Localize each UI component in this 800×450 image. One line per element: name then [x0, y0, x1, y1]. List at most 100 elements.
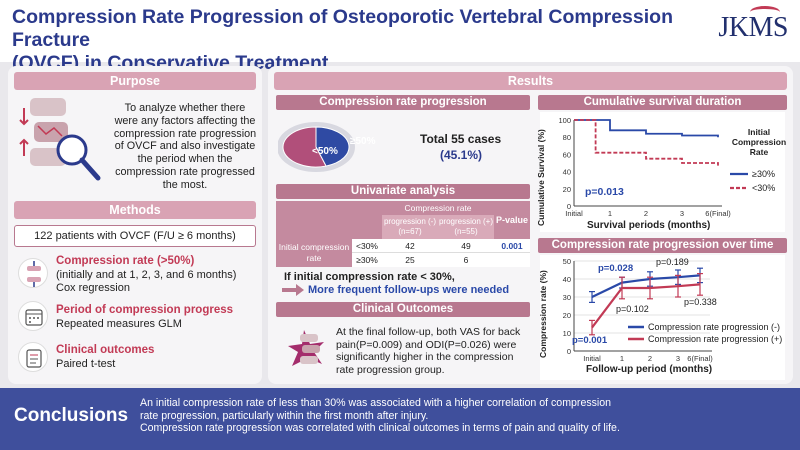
crp-heading: Compression rate progression: [276, 95, 530, 110]
overtime-legend-2: Compression rate progression (+): [648, 334, 783, 344]
journal-logo: JKMS: [718, 12, 788, 43]
table-r1-v1: 42: [382, 239, 438, 253]
overtime-xtick: 6(Final): [687, 354, 713, 363]
overtime-xtick: 2: [648, 354, 652, 363]
overtime-xtick: 3: [676, 354, 680, 363]
overtime-ytick: 20: [563, 311, 571, 320]
table-r2-cond: ≥30%: [356, 255, 378, 265]
method-2-line1: Repeated measures GLM: [56, 318, 182, 330]
method-3-title: Clinical outcomes: [56, 344, 155, 356]
overtime-legend-lines: [628, 325, 644, 341]
method-1-line2: Cox regression: [56, 282, 130, 294]
survival-chart-bg: [540, 112, 785, 232]
compression-rate-icon: [18, 258, 48, 288]
survival-ytick: 40: [563, 168, 571, 177]
survival-series-0: [574, 119, 719, 138]
survival-ytick: 100: [558, 116, 571, 125]
overtime-xtick: Initial: [583, 354, 601, 363]
crp-total: Total 55 cases: [420, 132, 502, 146]
pie-label-right: ≥50%: [350, 136, 376, 147]
overtime-ytick: 0: [567, 347, 571, 356]
overtime-xlabel: Follow-up period (months): [586, 364, 713, 375]
back-pain-icon: [288, 330, 324, 366]
table-r1-cond: <30%: [352, 239, 382, 253]
survival-heading: Cumulative survival duration: [538, 95, 787, 110]
survival-xtick: Initial: [565, 209, 583, 218]
table-r2-v2: 6: [463, 255, 469, 265]
survival-ytick: 0: [567, 202, 571, 211]
univariate-note-1: If initial compression rate < 30%,: [284, 271, 455, 283]
ot-annot-3: p=0.102: [616, 304, 649, 314]
table-col1: progression (-) (n=67): [382, 215, 438, 239]
ot-annot-4: p=0.189: [656, 257, 689, 267]
survival-chart: 0 20 40 60 80 100 Initial 1 2 3 6(Final): [558, 116, 731, 218]
overtime-ytick: 30: [563, 293, 571, 302]
page-title: Compression Rate Progression of Osteopor…: [12, 6, 692, 75]
table-r1-p: 0.001: [494, 239, 530, 253]
conclusion-line-3: Compression rate progression was correla…: [140, 422, 620, 434]
survival-xtick: 1: [608, 209, 612, 218]
logo-arc: [750, 6, 780, 18]
method-1-title: Compression rate (>50%): [56, 255, 195, 267]
table-col2: progression (+) (n=55): [438, 215, 494, 239]
overtime-ylabel: Compression rate (%): [538, 270, 548, 358]
table-corner: [276, 201, 352, 239]
univariate-note-2: More frequent follow-ups were needed: [308, 284, 510, 296]
survival-xtick: 3: [680, 209, 684, 218]
overtime-ytick: 40: [563, 275, 571, 284]
table-row-label: Initial compression rate: [276, 239, 352, 267]
overtime-heading: Compression rate progression over time: [538, 238, 787, 253]
method-3-line1: Paired t-test: [56, 358, 116, 370]
method-1-line1: (initially and at 1, 2, 3, and 6 months): [56, 269, 237, 281]
clinical-heading: Clinical Outcomes: [276, 302, 530, 317]
overtime-chart-bg: [540, 255, 785, 380]
patients-box: 122 patients with OVCF (F/U ≥ 6 months): [14, 225, 256, 247]
conclusion-line-1: An initial compression rate of less than…: [140, 397, 612, 409]
survival-ytick: 80: [563, 133, 571, 142]
survival-legend-lines: [730, 172, 748, 190]
conclusions-bar: [0, 388, 800, 450]
univariate-heading: Univariate analysis: [276, 184, 530, 199]
survival-xtick: 2: [644, 209, 648, 218]
calendar-icon: [18, 301, 48, 331]
overtime-ytick: 50: [563, 257, 571, 266]
survival-ylabel: Cumulative Survival (%): [536, 129, 546, 226]
survival-series-1: [574, 119, 719, 166]
overtime-legend-1: Compression rate progression (-): [648, 322, 781, 332]
title-line-1: Compression Rate Progression of Osteopor…: [12, 6, 673, 51]
conclusions-text: An initial compression rate of less than…: [140, 397, 790, 435]
method-2-title: Period of compression progress: [56, 304, 234, 316]
header: [0, 0, 800, 62]
crp-percent: (45.1%): [440, 148, 483, 162]
overtime-chart: 0 10 20 30 40 50 Initial 1 2 3 6(Final): [563, 257, 714, 363]
pie-label-left: <50%: [312, 146, 338, 157]
overtime-xtick: 1: [620, 354, 624, 363]
clinical-text: At the final follow-up, both VAS for bac…: [336, 326, 521, 376]
overtime-ytick: 10: [563, 329, 571, 338]
purpose-text: To analyze whether there were any factor…: [113, 102, 257, 191]
clipboard-icon: [18, 342, 48, 372]
table-r1-v2: 49: [438, 239, 494, 253]
table-col-group: Compression rate: [382, 201, 494, 215]
results-heading: Results: [274, 72, 787, 90]
table-col3: P-value: [494, 201, 530, 239]
pie-slice-ge50: [315, 126, 350, 167]
conclusion-line-2: rate progression, particularly within th…: [140, 409, 429, 422]
pie-slice-lt50: [282, 126, 327, 168]
table-corner-2: [352, 201, 382, 239]
purpose-heading: Purpose: [14, 72, 256, 90]
ot-annot-5: p=0.338: [684, 297, 717, 307]
overtime-series-1: [591, 283, 701, 329]
ot-annot-2: p=0.028: [598, 263, 634, 274]
crp-pie-chart: [278, 122, 355, 172]
methods-heading: Methods: [14, 201, 256, 219]
survival-legend-1: ≥30%: [752, 169, 775, 179]
ot-annot-1: p=0.001: [572, 335, 608, 346]
survival-xlabel: Survival periods (months): [587, 220, 711, 231]
survival-pvalue: p=0.013: [585, 186, 624, 198]
survival-legend-2: <30%: [752, 183, 776, 193]
survival-ytick: 20: [563, 185, 571, 194]
survival-legend-title: Initial Compression Rate: [731, 127, 787, 157]
survival-ytick: 60: [563, 150, 571, 159]
survival-xtick: 6(Final): [705, 209, 731, 218]
